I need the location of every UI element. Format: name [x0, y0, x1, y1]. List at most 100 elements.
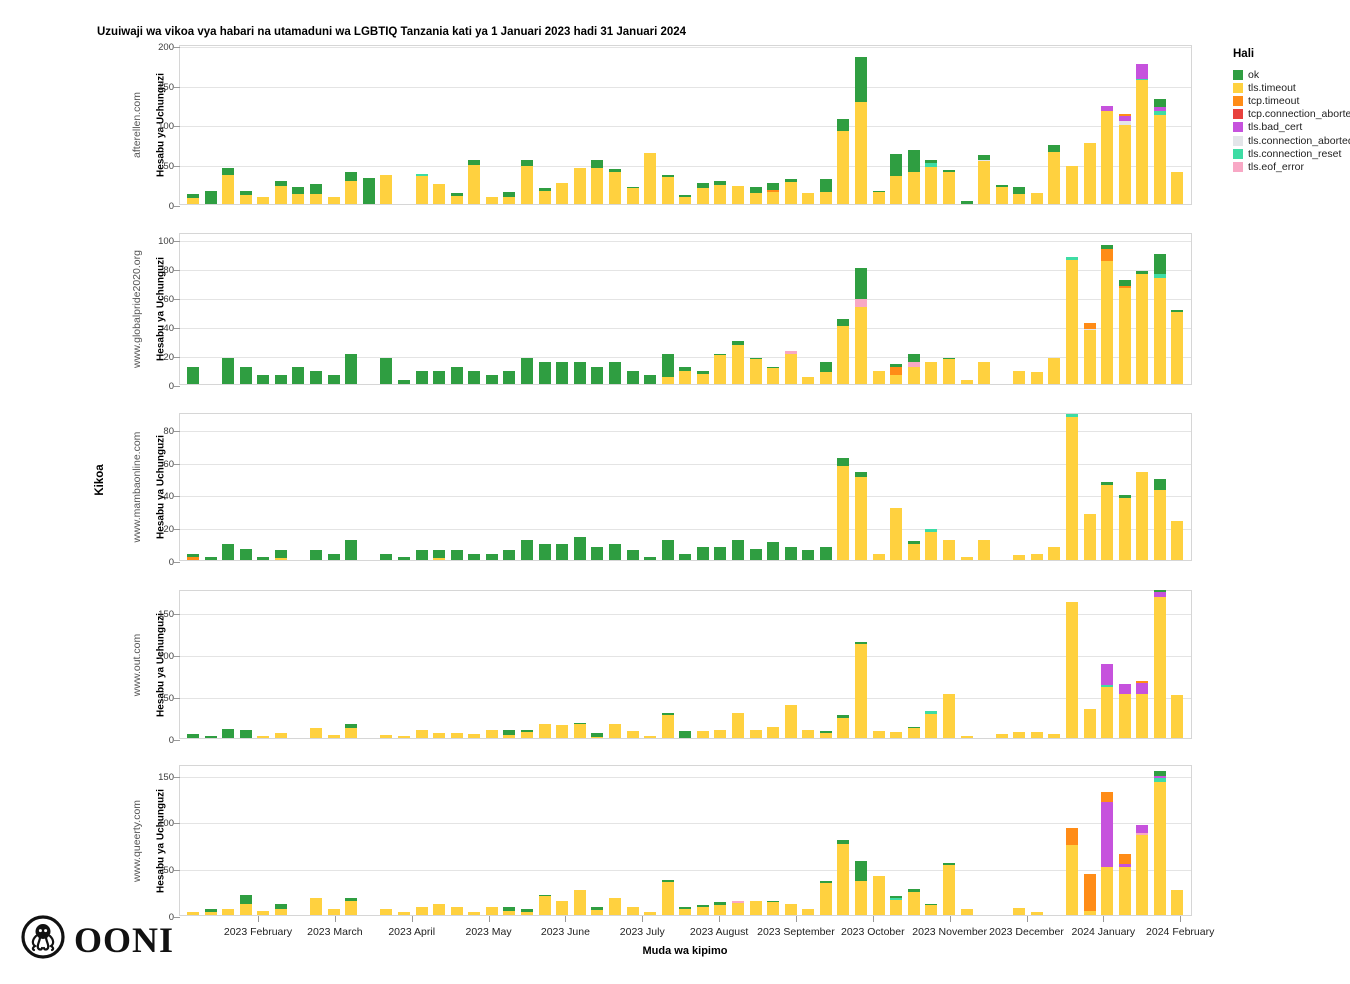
bar-segment[interactable] — [696, 188, 709, 204]
bar-segment[interactable] — [907, 362, 920, 367]
bar-segment[interactable] — [1083, 911, 1096, 915]
bar-segment[interactable] — [345, 723, 358, 728]
bar-segment[interactable] — [1048, 733, 1061, 738]
bar-segment[interactable] — [890, 732, 903, 738]
bar-segment[interactable] — [1171, 310, 1184, 312]
bar-segment[interactable] — [1101, 260, 1114, 384]
bar-segment[interactable] — [1136, 681, 1149, 683]
bar-segment[interactable] — [345, 181, 358, 204]
bar-segment[interactable] — [661, 714, 674, 738]
bar-segment[interactable] — [978, 154, 991, 160]
bar-segment[interactable] — [661, 540, 674, 560]
bar-segment[interactable] — [608, 898, 621, 915]
bar-segment[interactable] — [644, 912, 657, 915]
bar-segment[interactable] — [1136, 78, 1149, 81]
bar-segment[interactable] — [1136, 80, 1149, 204]
bar-segment[interactable] — [942, 169, 955, 172]
bar-segment[interactable] — [644, 736, 657, 738]
bar-segment[interactable] — [855, 298, 868, 308]
bar-segment[interactable] — [661, 879, 674, 883]
bar-segment[interactable] — [556, 901, 569, 915]
bar-segment[interactable] — [890, 366, 903, 376]
bar-segment[interactable] — [239, 548, 252, 560]
bar-segment[interactable] — [890, 898, 903, 901]
bar-segment[interactable] — [608, 362, 621, 384]
bar-segment[interactable] — [503, 550, 516, 560]
bar-segment[interactable] — [538, 362, 551, 384]
bar-segment[interactable] — [380, 357, 393, 384]
bar-segment[interactable] — [942, 359, 955, 384]
bar-segment[interactable] — [187, 733, 199, 738]
bar-segment[interactable] — [591, 159, 604, 168]
bar-segment[interactable] — [222, 357, 235, 384]
bar-segment[interactable] — [731, 344, 744, 384]
bar-segment[interactable] — [503, 911, 516, 915]
bar-segment[interactable] — [310, 193, 323, 204]
bar-segment[interactable] — [538, 896, 551, 915]
bar-segment[interactable] — [890, 507, 903, 560]
bar-segment[interactable] — [995, 187, 1008, 204]
bar-segment[interactable] — [942, 540, 955, 560]
bar-segment[interactable] — [380, 909, 393, 915]
bar-segment[interactable] — [538, 190, 551, 204]
bar-segment[interactable] — [784, 353, 797, 384]
bar-segment[interactable] — [1118, 288, 1131, 384]
bar-segment[interactable] — [767, 192, 780, 204]
bar-segment[interactable] — [345, 898, 358, 902]
bar-segment[interactable] — [837, 844, 850, 915]
bar-segment[interactable] — [696, 183, 709, 189]
bar-segment[interactable] — [204, 912, 217, 915]
bar-segment[interactable] — [925, 713, 938, 738]
bar-segment[interactable] — [626, 370, 639, 384]
bar-segment[interactable] — [925, 711, 938, 714]
bar-segment[interactable] — [749, 901, 762, 915]
bar-segment[interactable] — [1118, 113, 1131, 117]
bar-segment[interactable] — [1118, 124, 1131, 204]
bar-segment[interactable] — [960, 379, 973, 384]
bar-segment[interactable] — [907, 543, 920, 560]
bar-segment[interactable] — [942, 357, 955, 360]
bar-segment[interactable] — [608, 172, 621, 204]
bar-segment[interactable] — [433, 550, 446, 559]
bar-segment[interactable] — [415, 906, 428, 915]
bar-segment[interactable] — [767, 901, 780, 915]
bar-segment[interactable] — [327, 553, 340, 560]
bar-segment[interactable] — [187, 553, 199, 557]
bar-segment[interactable] — [1136, 824, 1149, 833]
bar-segment[interactable] — [784, 181, 797, 204]
bar-segment[interactable] — [1066, 259, 1078, 384]
bar-segment[interactable] — [784, 178, 797, 182]
bar-segment[interactable] — [222, 728, 235, 738]
bar-segment[interactable] — [1171, 311, 1184, 384]
bar-segment[interactable] — [925, 904, 938, 915]
bar-segment[interactable] — [450, 196, 463, 204]
bar-segment[interactable] — [644, 152, 657, 204]
bar-segment[interactable] — [714, 181, 727, 185]
bar-segment[interactable] — [1171, 172, 1184, 204]
bar-segment[interactable] — [679, 370, 692, 384]
bar-segment[interactable] — [556, 724, 569, 738]
bar-segment[interactable] — [274, 550, 287, 559]
bar-segment[interactable] — [1013, 370, 1026, 384]
bar-segment[interactable] — [397, 736, 410, 738]
bar-segment[interactable] — [1013, 187, 1026, 194]
bar-segment[interactable] — [1083, 514, 1096, 560]
bar-segment[interactable] — [433, 370, 446, 384]
bar-segment[interactable] — [222, 168, 235, 175]
bar-segment[interactable] — [837, 840, 850, 845]
bar-segment[interactable] — [661, 353, 674, 377]
bar-segment[interactable] — [327, 196, 340, 204]
bar-segment[interactable] — [204, 735, 217, 738]
bar-segment[interactable] — [521, 909, 534, 913]
bar-segment[interactable] — [327, 734, 340, 738]
bar-segment[interactable] — [767, 368, 780, 384]
bar-segment[interactable] — [187, 193, 199, 198]
bar-segment[interactable] — [872, 370, 885, 384]
bar-segment[interactable] — [661, 177, 674, 204]
bar-segment[interactable] — [837, 715, 850, 718]
bar-segment[interactable] — [679, 196, 692, 204]
bar-segment[interactable] — [855, 477, 868, 560]
bar-segment[interactable] — [819, 362, 832, 373]
bar-segment[interactable] — [257, 196, 270, 204]
bar-segment[interactable] — [591, 910, 604, 915]
